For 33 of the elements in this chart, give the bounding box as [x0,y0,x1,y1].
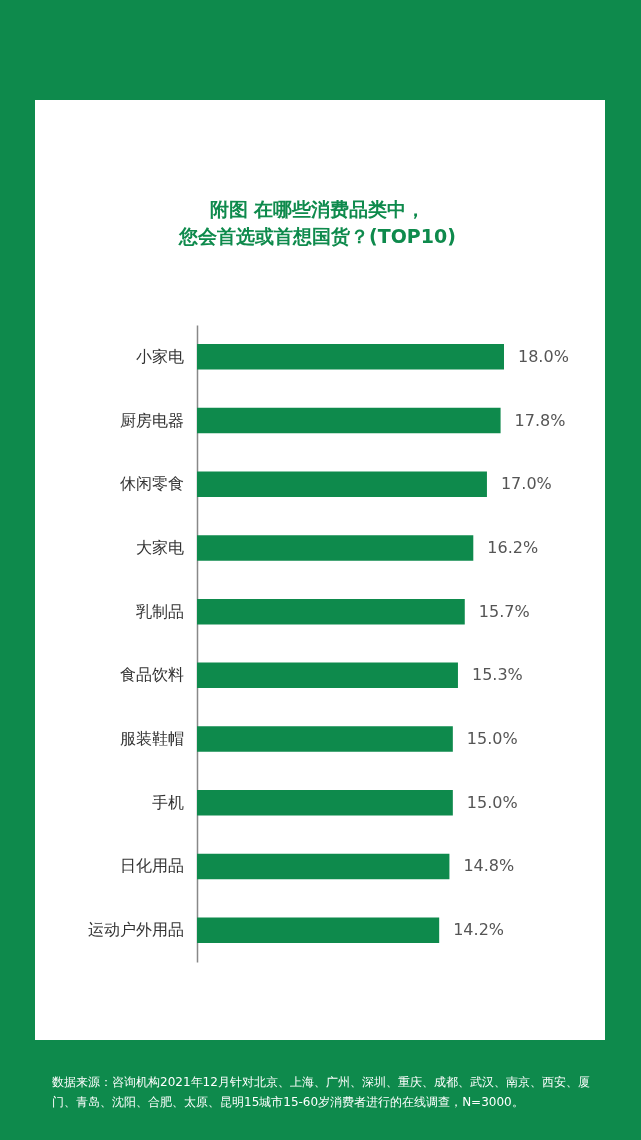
source-note: 数据来源：咨询机构2021年12月针对北京、上海、广州、深圳、重庆、成都、武汉、南京、西安、厦门、青岛、沈阳、合肥、太原、昆明15城市15-60岁消费者进行的在线调查，N=3000。 [52,1074,591,1111]
chart-title: 附图 在哪些消费品类中， [209,198,426,220]
bar [197,535,474,561]
bar [197,917,440,943]
data-label: 14.2% [453,920,505,940]
bar [197,407,501,434]
data-label: 15.0% [466,729,518,749]
data-label: 15.3% [471,665,523,685]
chart-subtitle: 您会首选或首想国货？(TOP10) [178,225,456,247]
y-tick-label: 手机 [151,792,184,812]
data-label: 15.0% [466,792,518,812]
data-label: 17.8% [514,410,566,430]
y-tick-label: 休闲零食 [119,474,184,494]
y-tick-label: 乳制品 [135,601,184,621]
y-tick-label: 日化用品 [119,856,184,876]
data-label: 16.2% [487,537,539,557]
bar [197,853,450,880]
y-tick-label: 服装鞋帽 [119,729,184,749]
bar [197,662,458,689]
y-tick-label: 小家电 [135,346,184,366]
bar [197,471,487,497]
y-tick-label: 运动户外用品 [87,920,184,940]
bar [197,598,465,625]
bar [197,344,504,370]
data-label: 17.0% [500,474,552,494]
data-label: 15.7% [478,601,530,621]
data-label: 14.8% [463,856,515,876]
bar [197,726,453,752]
data-label: 18.0% [518,346,569,366]
y-tick-label: 食品饮料 [119,665,184,685]
y-tick-label: 厨房电器 [119,410,184,430]
y-tick-label: 大家电 [135,537,184,557]
bar [197,790,453,816]
